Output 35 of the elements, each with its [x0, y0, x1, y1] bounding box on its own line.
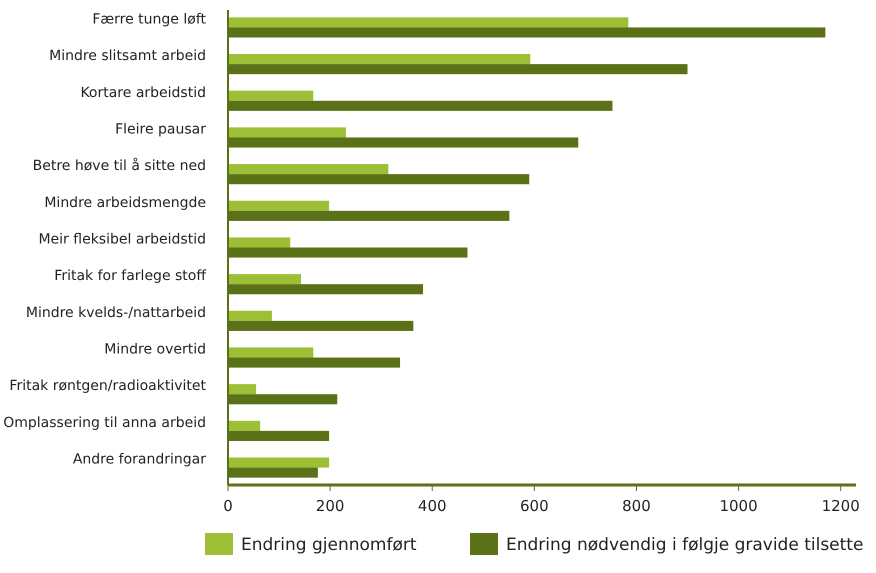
y-tick-label: Mindre arbeidsmengde	[44, 194, 206, 211]
bar	[228, 384, 256, 394]
bar	[228, 237, 290, 248]
y-tick-label: Mindre overtid	[104, 342, 206, 358]
y-tick-label: Fleire pausar	[115, 121, 206, 138]
y-tick-label: Omplassering til anna arbeid	[3, 414, 206, 431]
x-tick-label: 1000	[719, 497, 758, 515]
legend-label: Endring nødvendig i følgje gravide tilsette	[506, 535, 864, 555]
y-tick-label: Betre høve til å sitte ned	[32, 157, 206, 174]
y-tick-label: Fritak røntgen/radioaktivitet	[9, 378, 207, 394]
bar	[228, 164, 388, 174]
bar	[228, 347, 314, 358]
bar	[228, 127, 346, 138]
y-tick-label: Kortare arbeidstid	[80, 84, 206, 101]
x-tick-label: 200	[316, 497, 344, 515]
x-tick-label: 400	[418, 497, 447, 515]
bar	[228, 17, 628, 28]
y-tick-label: Mindre kvelds-/nattarbeid	[26, 304, 206, 321]
x-tick-label: 1200	[822, 497, 860, 515]
y-tick-label: Andre forandringar	[72, 452, 206, 468]
bar	[228, 200, 330, 211]
bar	[228, 90, 314, 101]
legend-label: Endring gjennomført	[241, 535, 417, 555]
y-tick-label: Mindre slitsamt arbeid	[49, 48, 206, 64]
bar	[228, 54, 530, 64]
bar	[228, 457, 330, 468]
bar	[228, 310, 272, 321]
x-tick-label: 600	[520, 497, 549, 515]
x-tick-label: 800	[622, 497, 651, 515]
y-tick-label: Fritak for farlege stoff	[54, 268, 206, 284]
y-tick-label: Færre tunge løft	[92, 11, 207, 28]
x-tick-label: 0	[223, 497, 233, 515]
bar	[228, 274, 302, 284]
bar	[228, 420, 260, 431]
y-tick-label: Meir fleksibel arbeidstid	[38, 232, 206, 248]
